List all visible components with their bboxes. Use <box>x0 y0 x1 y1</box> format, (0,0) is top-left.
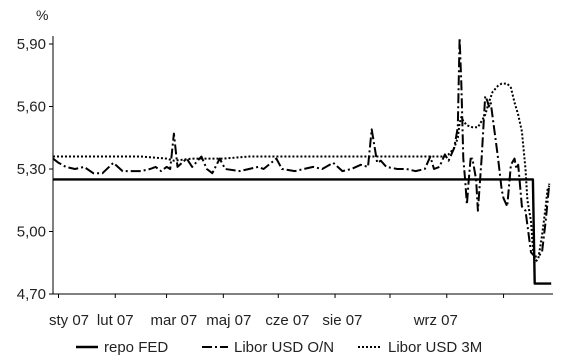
x-tick-label: lut 07 <box>97 312 134 329</box>
y-tick-label: 5,60 <box>17 99 46 116</box>
legend-label-2: Libor USD O/N <box>234 339 334 356</box>
legend: repo FED Libor USD O/N Libor USD 3M <box>76 339 482 356</box>
y-tick-label: 5,90 <box>17 36 46 53</box>
series-line-2 <box>52 36 551 258</box>
series-line-1 <box>53 178 552 285</box>
y-axis: 5,90 5,60 5,30 5,00 4,70 <box>17 36 54 303</box>
legend-label-3: Libor USD 3M <box>388 339 482 356</box>
y-tick-label: 5,00 <box>17 224 46 241</box>
x-tick-label: wrz 07 <box>413 312 458 329</box>
x-tick-label: cze 07 <box>265 312 309 329</box>
x-tick-label: mar 07 <box>151 312 198 329</box>
y-unit-label: % <box>36 7 48 23</box>
legend-label-1: repo FED <box>104 339 168 356</box>
x-tick-label: sie 07 <box>322 312 362 329</box>
series-layer <box>52 36 552 285</box>
x-axis: sty 07 lut 07 mar 07 maj 07 cze 07 sie 07 wrz … <box>49 293 553 329</box>
x-tick-label: sty 07 <box>49 312 89 329</box>
y-tick-label: 5,30 <box>17 161 46 178</box>
y-tick-label: 4,70 <box>17 286 46 303</box>
series-line-3 <box>53 82 551 264</box>
x-tick-label: maj 07 <box>206 312 251 329</box>
